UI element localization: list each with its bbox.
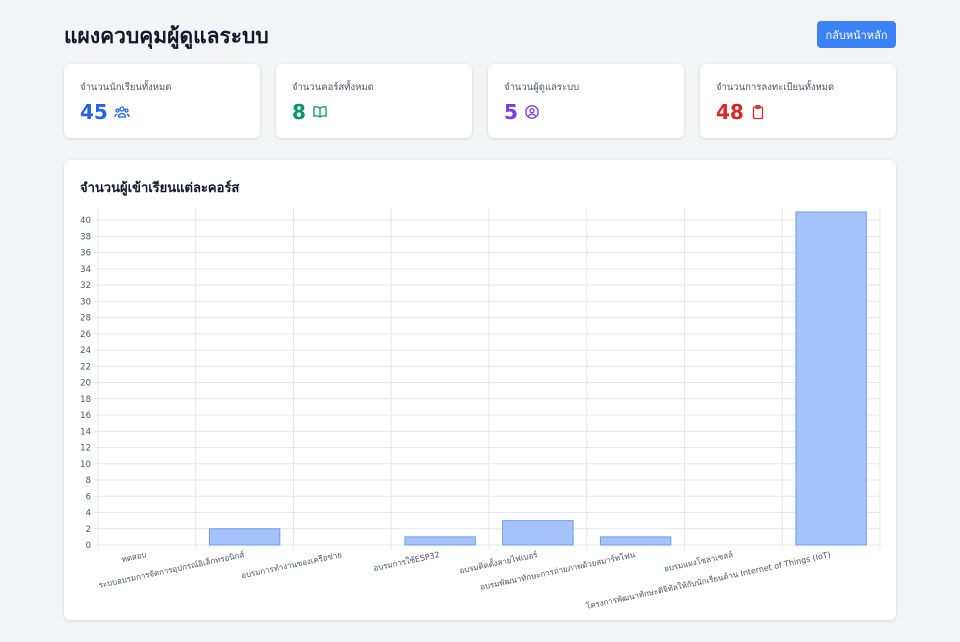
y-tick-label: 40 bbox=[80, 216, 91, 226]
y-tick-label: 6 bbox=[86, 492, 91, 502]
x-tick-label: อบรมติดตั้งสายไฟเบอร์ bbox=[458, 548, 539, 575]
chart-bar bbox=[599, 536, 672, 546]
stat-value: 8 bbox=[292, 100, 306, 124]
enrollment-bar-chart: 0246810121416182022242628303234363840ทดส… bbox=[80, 208, 881, 611]
y-tick-label: 14 bbox=[80, 427, 91, 437]
stat-value: 48 bbox=[716, 100, 744, 124]
y-tick-label: 16 bbox=[80, 411, 91, 421]
y-tick-label: 30 bbox=[80, 297, 91, 307]
x-tick-label: ทดสอบ bbox=[121, 550, 148, 564]
chart-bar bbox=[404, 536, 476, 546]
y-tick-label: 28 bbox=[80, 314, 91, 324]
y-tick-label: 32 bbox=[80, 281, 91, 291]
clipboard-icon bbox=[750, 104, 766, 120]
chart-title: จำนวนผู้เข้าเรียนแต่ละคอร์ส bbox=[80, 181, 240, 196]
users-icon bbox=[114, 104, 130, 120]
stat-card-admins: จำนวนผู้ดูแลระบบ 5 bbox=[488, 64, 684, 138]
y-tick-label: 10 bbox=[80, 460, 91, 470]
stat-label: จำนวนการลงทะเบียนทั้งหมด bbox=[716, 82, 835, 93]
y-tick-label: 24 bbox=[80, 346, 91, 356]
stat-label: จำนวนคอร์สทั้งหมด bbox=[292, 82, 374, 93]
y-tick-label: 2 bbox=[86, 525, 91, 535]
chart-bar bbox=[208, 528, 281, 546]
stat-card-students: จำนวนนักเรียนทั้งหมด 45 bbox=[64, 64, 260, 138]
x-tick-label: อบรมการทำงานของเครือข่าย bbox=[240, 550, 342, 580]
y-tick-label: 12 bbox=[80, 444, 91, 454]
chart-bar bbox=[502, 520, 574, 546]
y-tick-label: 36 bbox=[80, 249, 91, 259]
stat-value: 5 bbox=[504, 100, 518, 124]
y-tick-label: 38 bbox=[80, 232, 91, 242]
chart-bar bbox=[795, 211, 867, 546]
y-tick-label: 0 bbox=[86, 541, 91, 551]
y-tick-label: 4 bbox=[86, 509, 91, 519]
y-tick-label: 20 bbox=[80, 379, 91, 389]
y-tick-label: 18 bbox=[80, 395, 91, 405]
book-icon bbox=[312, 104, 328, 120]
stat-value: 45 bbox=[80, 100, 108, 124]
chart-card: จำนวนผู้เข้าเรียนแต่ละคอร์ส 0 2 4 6 8 10 12 14 1… bbox=[64, 160, 896, 620]
page-title: แผงควบคุมผู้ดูแลระบบ bbox=[64, 24, 269, 48]
x-tick-label: อบรมแผงโซล่าเซลล์ bbox=[663, 549, 734, 573]
user-circle-icon bbox=[524, 104, 540, 120]
stat-card-enrollments: จำนวนการลงทะเบียนทั้งหมด 48 bbox=[700, 64, 896, 138]
back-home-button[interactable]: กลับหน้าหลัก bbox=[817, 21, 896, 48]
x-tick-label: อบรมพัฒนาทักษะการถ่ายภาพด้วยสมาร์ทโฟน bbox=[479, 549, 636, 592]
y-tick-label: 8 bbox=[86, 476, 91, 486]
x-tick-label: ระบบอบรมการจัดการอุปกรณ์อิเล็กทรอนิกส์ bbox=[98, 549, 246, 590]
y-tick-label: 34 bbox=[80, 265, 91, 275]
stat-label: จำนวนผู้ดูแลระบบ bbox=[504, 82, 580, 93]
x-tick-label: อบรมการใช้ESP32 bbox=[373, 550, 441, 573]
stat-card-courses: จำนวนคอร์สทั้งหมด 8 bbox=[276, 64, 472, 138]
y-tick-label: 26 bbox=[80, 330, 91, 340]
stat-label: จำนวนนักเรียนทั้งหมด bbox=[80, 82, 172, 93]
y-tick-label: 22 bbox=[80, 362, 91, 372]
